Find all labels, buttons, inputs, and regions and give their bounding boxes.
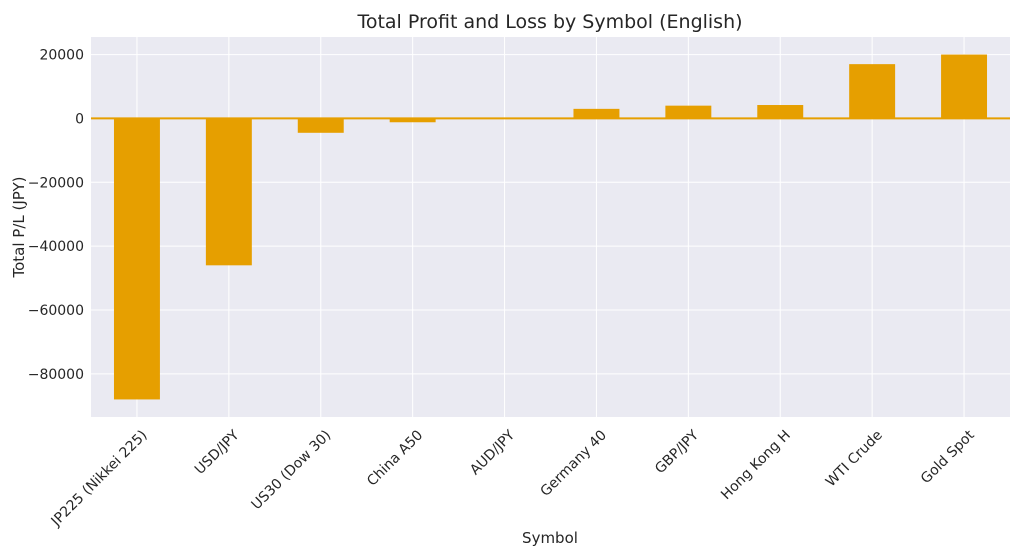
y-tick-label: −40000 <box>28 239 84 255</box>
y-axis-ticks: −80000 −60000 −40000 −20000 0 20000 <box>28 48 84 383</box>
x-axis-ticks: JP225 (Nikkei 225) USD/JPY US30 (Dow 30) Ch… <box>48 427 978 530</box>
x-tick-label: AUD/JPY <box>467 427 518 478</box>
x-tick-label: GBP/JPY <box>652 427 702 477</box>
x-tick-label: Gold Spot <box>918 427 978 487</box>
x-tick-label: WTI Crude <box>823 427 886 490</box>
bar <box>297 118 344 133</box>
bar <box>205 118 252 266</box>
y-tick-label: −60000 <box>28 303 84 319</box>
x-tick-label: Germany 40 <box>537 427 610 500</box>
bar <box>941 54 988 119</box>
bar <box>665 105 712 119</box>
x-tick-label: JP225 (Nikkei 225) <box>48 427 151 530</box>
y-tick-label: −20000 <box>28 175 84 191</box>
y-tick-label: −80000 <box>28 367 84 383</box>
bar <box>849 64 896 119</box>
y-axis-title: Total P/L (JPY) <box>10 176 28 278</box>
chart-title: Total Profit and Loss by Symbol (English… <box>356 11 742 33</box>
bar <box>573 108 620 119</box>
x-tick-label: China A50 <box>364 427 426 489</box>
bar <box>757 105 804 119</box>
bar <box>389 118 436 123</box>
y-tick-label: 0 <box>75 111 84 127</box>
bar <box>113 118 160 400</box>
x-axis-title: Symbol <box>522 529 578 547</box>
x-tick-label: Hong Kong H <box>718 427 794 503</box>
x-tick-label: US30 (Dow 30) <box>249 427 335 513</box>
y-tick-label: 20000 <box>39 48 84 64</box>
x-tick-label: USD/JPY <box>192 427 243 478</box>
bars <box>113 54 988 400</box>
